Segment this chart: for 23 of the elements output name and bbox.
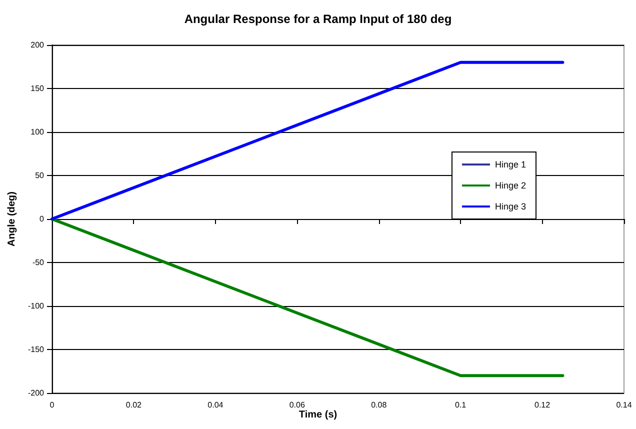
x-tick-label: 0.12 [534,400,551,410]
legend-label: Hinge 1 [494,160,526,170]
y-tick-label: 50 [35,171,45,180]
x-tick-label: 0 [50,400,55,410]
y-tick-label: 200 [30,40,45,50]
y-tick-label: -200 [28,388,45,398]
x-tick-label: 0.08 [371,400,388,410]
chart-title: Angular Response for a Ramp Input of 180 deg [184,12,452,26]
legend-label: Hinge 2 [494,180,526,190]
y-tick-label: -50 [32,258,45,267]
x-tick-label: 0.06 [289,400,306,410]
legend-label: Hinge 3 [494,202,526,212]
x-tick-label: 0.04 [208,400,224,410]
x-axis-title: Time (s) [298,410,338,420]
y-tick-label: 150 [30,84,45,93]
y-tick-label: 0 [40,214,45,224]
y-tick-label: -100 [28,302,45,310]
x-tick-label: 0.1 [455,400,467,410]
y-tick-label: 100 [30,128,45,136]
y-axis-title: Angle (deg) [6,192,18,246]
y-tick-label: -150 [28,345,45,354]
x-tick-label: 0.14 [616,400,632,410]
x-tick-label: 0.02 [126,400,142,410]
